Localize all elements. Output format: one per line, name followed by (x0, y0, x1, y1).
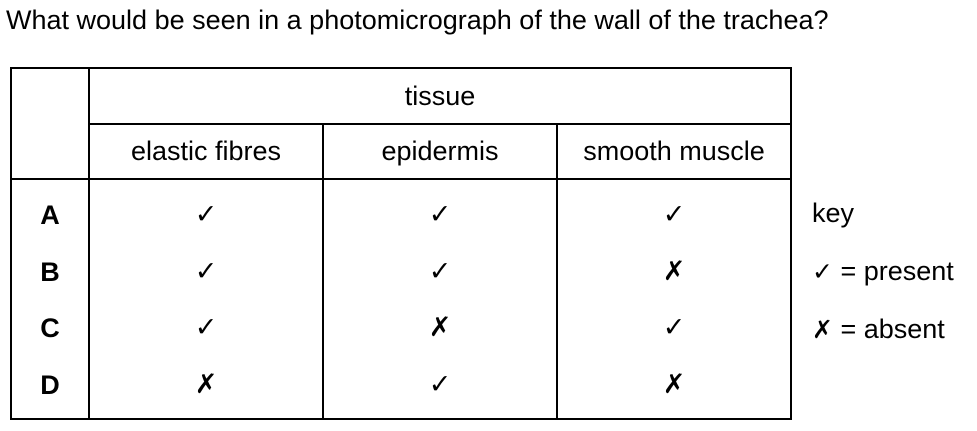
smooth-muscle-column: ✓ ✗ ✓ ✗ (556, 178, 792, 420)
key-title: key (812, 198, 855, 228)
group-header-tissue: tissue (88, 67, 792, 125)
mark-c-elastic-fibres: ✓ (194, 312, 218, 344)
column-header-epidermis: epidermis (322, 123, 558, 180)
epidermis-column: ✓ ✓ ✗ ✓ (322, 178, 558, 420)
mark-a-epidermis: ✓ (428, 199, 452, 230)
key-absent-entry: ✗ = absent (812, 309, 954, 367)
mark-a-smooth-muscle: ✓ (662, 199, 686, 230)
corner-cell (10, 67, 90, 180)
check-icon: ✓ (812, 257, 833, 286)
mark-b-elastic-fibres: ✓ (194, 255, 218, 287)
mark-d-elastic-fibres: ✗ (194, 368, 218, 400)
row-label-d: D (40, 369, 60, 400)
cross-icon: ✗ (812, 315, 833, 344)
key-present-text: = present (840, 256, 954, 286)
key-absent-text: = absent (840, 314, 945, 344)
question-text: What would be seen in a photomicrograph … (6, 5, 829, 35)
mark-c-epidermis: ✗ (428, 312, 452, 344)
row-label-c: C (40, 313, 60, 344)
mark-b-epidermis: ✓ (428, 255, 452, 287)
column-header-elastic-fibres: elastic fibres (88, 123, 324, 180)
key-legend: key ✓ = present ✗ = absent (812, 193, 954, 367)
key-present-entry: ✓ = present (812, 251, 954, 309)
row-label-b: B (40, 256, 60, 287)
column-header-smooth-muscle: smooth muscle (556, 123, 792, 180)
row-label-a: A (40, 200, 60, 230)
elastic-fibres-column: ✓ ✓ ✓ ✗ (88, 178, 324, 420)
mark-d-smooth-muscle: ✗ (662, 368, 686, 400)
mark-a-elastic-fibres: ✓ (194, 199, 218, 230)
answer-options-table: tissue elastic fibres epidermis smooth m… (10, 67, 792, 420)
row-labels-column: A B C D (10, 178, 90, 420)
mark-c-smooth-muscle: ✓ (662, 312, 686, 344)
mark-d-epidermis: ✓ (428, 368, 452, 400)
mark-b-smooth-muscle: ✗ (662, 255, 686, 287)
